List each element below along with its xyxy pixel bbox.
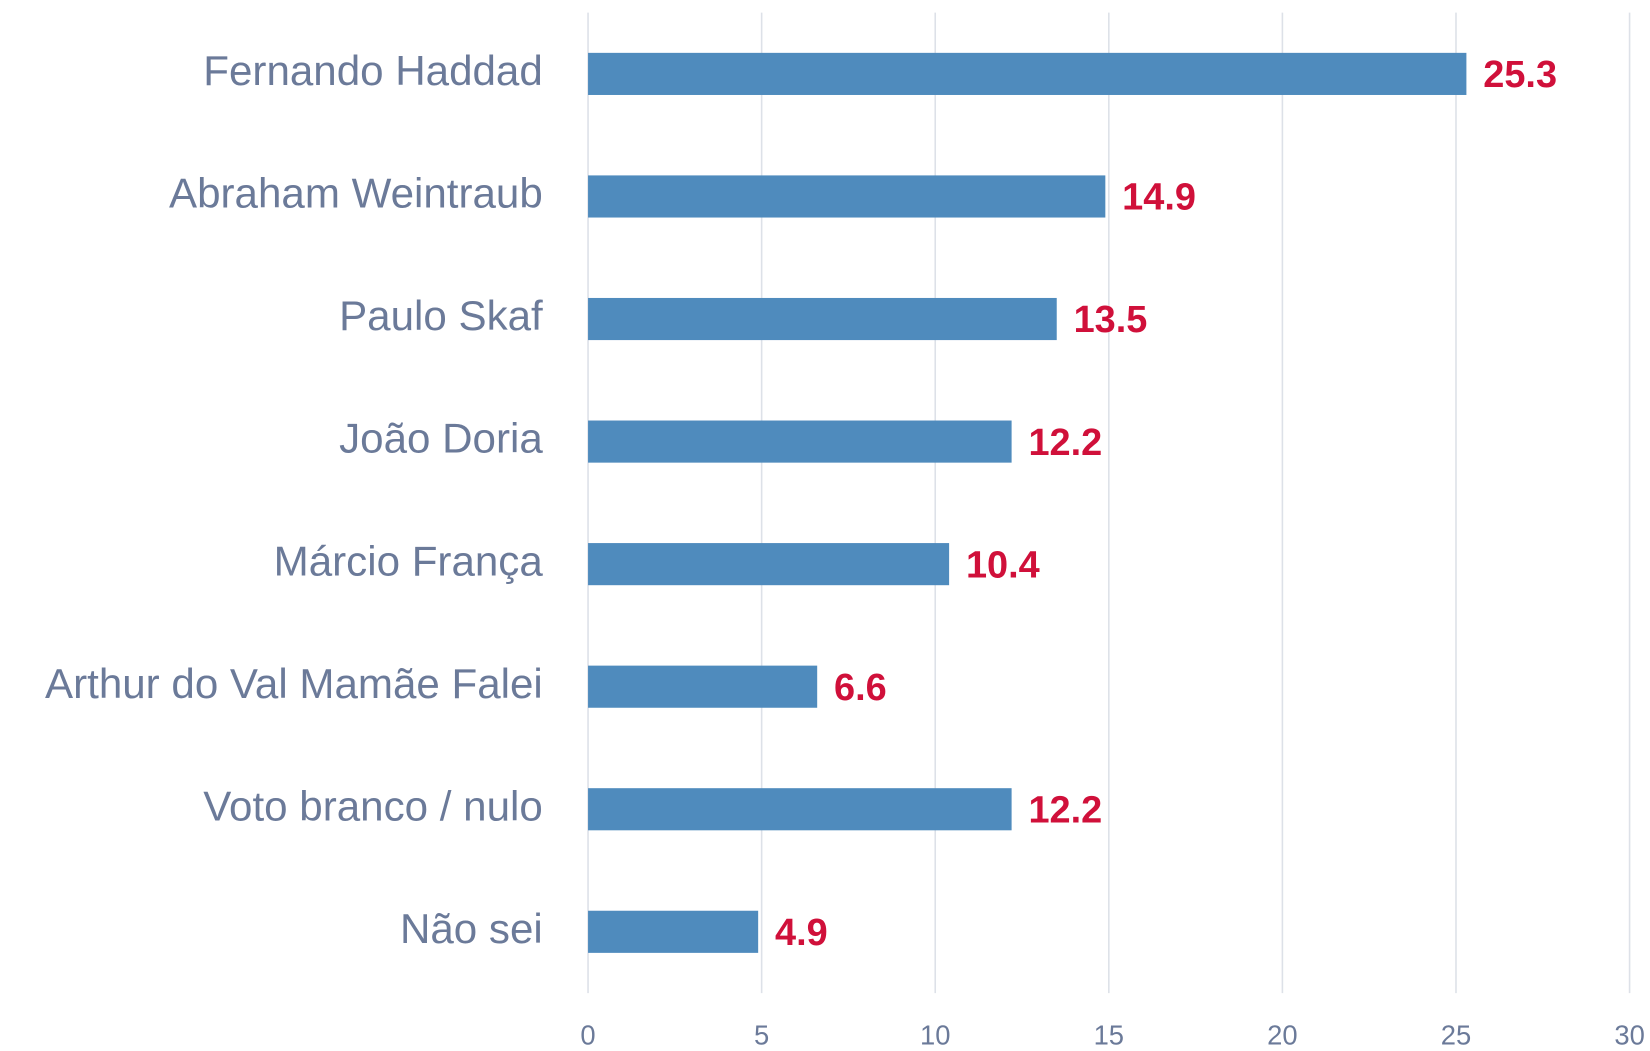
bar (588, 175, 1106, 218)
data-label: 12.2 (1028, 422, 1102, 464)
y-tick-label: Paulo Skaf (339, 292, 543, 339)
y-tick-label: Voto branco / nulo (203, 782, 542, 829)
bar (588, 910, 759, 953)
y-tick-label: Não sei (400, 905, 543, 952)
y-tick-label: Arthur do Val Mamãe Falei (45, 660, 543, 707)
y-tick-label: Abraham Weintraub (169, 170, 543, 217)
data-label: 4.9 (775, 912, 828, 954)
data-label: 6.6 (834, 667, 887, 709)
x-tick-label: 20 (1267, 1020, 1297, 1051)
data-label: 25.3 (1483, 54, 1557, 96)
x-tick-label: 30 (1614, 1020, 1644, 1051)
data-label: 10.4 (966, 544, 1040, 586)
data-label: 14.9 (1122, 177, 1196, 219)
y-tick-label: Fernando Haddad (203, 47, 542, 94)
x-tick-label: 0 (580, 1020, 595, 1051)
bar (588, 420, 1012, 463)
x-tick-label: 5 (754, 1020, 769, 1051)
bar (588, 52, 1467, 95)
bar (588, 297, 1057, 341)
y-tick-label: João Doria (339, 415, 543, 462)
y-tick-label: Márcio França (274, 537, 544, 584)
bar (588, 543, 950, 586)
bar (588, 665, 818, 708)
bar (588, 788, 1012, 831)
x-tick-label: 10 (920, 1020, 950, 1051)
x-tick-label: 25 (1441, 1020, 1471, 1051)
data-label: 12.2 (1028, 789, 1102, 831)
data-label: 13.5 (1074, 299, 1148, 341)
x-tick-label: 15 (1094, 1020, 1124, 1051)
